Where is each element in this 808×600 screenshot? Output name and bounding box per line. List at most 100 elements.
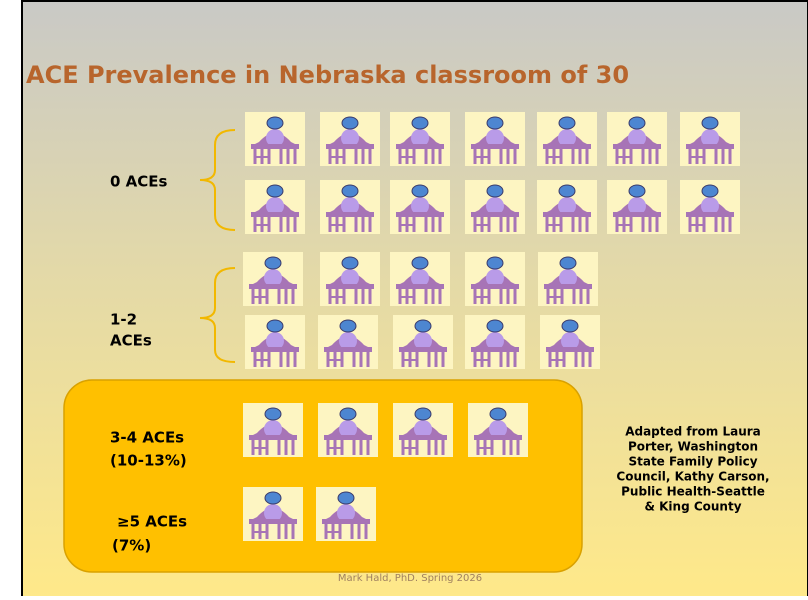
icon-head — [342, 185, 358, 197]
icon-bar — [399, 156, 415, 158]
icon-leg — [353, 352, 356, 367]
icon-leg — [514, 352, 517, 367]
icon-desk — [686, 144, 734, 149]
student-icon — [390, 112, 450, 166]
icon-leg — [428, 440, 431, 455]
attribution: Porter, Washington — [628, 440, 758, 454]
icon-bar — [399, 296, 415, 298]
icon-leg — [362, 149, 365, 164]
student-icon — [465, 112, 525, 166]
icon-head — [629, 185, 645, 197]
icon-leg — [278, 440, 281, 455]
icon-desk — [322, 519, 370, 524]
icon-leg — [280, 352, 283, 367]
icon-head — [702, 117, 718, 129]
icon-desk — [471, 212, 519, 217]
icon-leg — [432, 149, 435, 164]
icon-leg — [425, 149, 428, 164]
icon-leg — [285, 524, 288, 539]
icon-leg — [287, 149, 290, 164]
icon-leg — [278, 289, 281, 304]
icon-leg — [355, 289, 358, 304]
icon-leg — [586, 217, 589, 232]
icon-desk — [249, 519, 297, 524]
icon-desk — [613, 212, 661, 217]
icon-leg — [292, 524, 295, 539]
icon-leg — [500, 217, 503, 232]
icon-leg — [500, 289, 503, 304]
icon-leg — [442, 352, 445, 367]
student-icon — [538, 252, 598, 306]
icon-bar — [252, 531, 268, 533]
icon-leg — [500, 149, 503, 164]
group-label: 3-4 ACEs — [110, 429, 184, 447]
icon-leg — [367, 352, 370, 367]
icon-bar — [325, 531, 341, 533]
icon-leg — [292, 289, 295, 304]
icon-leg — [572, 217, 575, 232]
student-icon — [607, 180, 667, 234]
icon-desk — [326, 144, 374, 149]
icon-leg — [294, 149, 297, 164]
student-icon — [390, 180, 450, 234]
icon-leg — [442, 440, 445, 455]
icon-leg — [517, 440, 520, 455]
icon-leg — [587, 289, 590, 304]
icon-head — [490, 408, 506, 420]
icon-leg — [439, 149, 442, 164]
icon-bar — [474, 359, 490, 361]
icon-head — [267, 320, 283, 332]
icon-bar — [546, 224, 562, 226]
icon-leg — [287, 217, 290, 232]
icon-leg — [360, 352, 363, 367]
icon-leg — [507, 352, 510, 367]
icon-leg — [573, 289, 576, 304]
icon-desk — [613, 144, 661, 149]
icon-head — [560, 257, 576, 269]
group-label: ≥5 ACEs — [117, 513, 187, 531]
icon-desk — [251, 212, 299, 217]
attribution: Public Health-Seattle — [621, 485, 765, 499]
icon-desk — [324, 347, 372, 352]
icon-bar — [402, 447, 418, 449]
icon-bar — [616, 224, 632, 226]
attribution: & King County — [644, 500, 741, 514]
student-icon — [320, 252, 380, 306]
student-icon — [243, 487, 303, 541]
icon-head — [338, 492, 354, 504]
icon-desk — [324, 435, 372, 440]
icon-desk — [686, 212, 734, 217]
attribution: Council, Kathy Carson, — [616, 470, 769, 484]
icon-leg — [575, 352, 578, 367]
icon-leg — [589, 352, 592, 367]
icon-bar — [329, 156, 345, 158]
icon-leg — [582, 352, 585, 367]
icon-head — [412, 117, 428, 129]
student-icon — [540, 315, 600, 369]
icon-leg — [365, 524, 368, 539]
icon-leg — [642, 149, 645, 164]
icon-bar — [689, 156, 705, 158]
icon-leg — [360, 440, 363, 455]
icon-leg — [353, 440, 356, 455]
attribution: State Family Policy — [628, 455, 757, 469]
icon-bar — [399, 224, 415, 226]
icon-leg — [656, 217, 659, 232]
student-icon — [245, 112, 305, 166]
icon-head — [342, 117, 358, 129]
student-icon — [316, 487, 376, 541]
icon-desk — [544, 284, 592, 289]
icon-leg — [351, 524, 354, 539]
icon-desk — [471, 284, 519, 289]
icon-leg — [579, 217, 582, 232]
icon-leg — [500, 352, 503, 367]
footer: Mark Hald, PhD. Spring 2026 — [338, 573, 482, 584]
slide: ACE Prevalence in Nebraska classroom of … — [0, 0, 808, 596]
icon-desk — [251, 144, 299, 149]
icon-leg — [355, 217, 358, 232]
icon-leg — [715, 149, 718, 164]
group-label: (7%) — [112, 537, 151, 555]
icon-desk — [396, 284, 444, 289]
icon-bar — [474, 156, 490, 158]
icon-bar — [329, 296, 345, 298]
